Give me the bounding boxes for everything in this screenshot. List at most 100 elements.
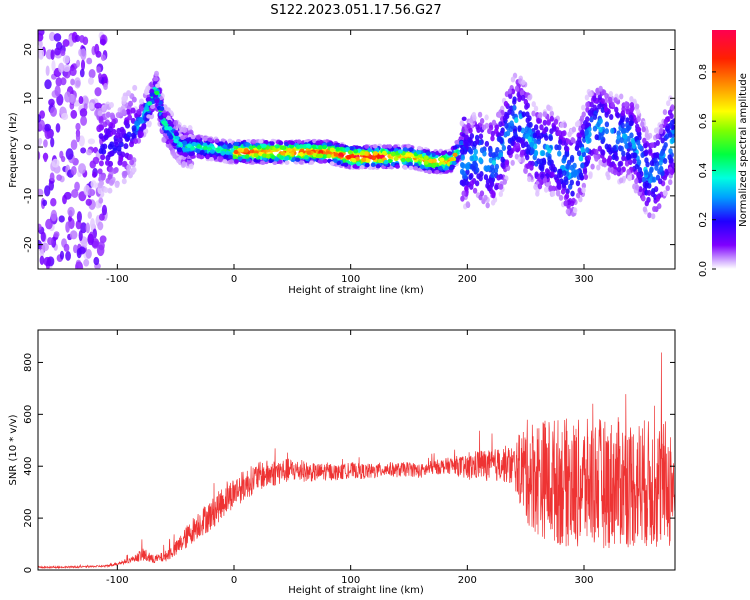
- spectrogram-cell: [517, 125, 522, 132]
- x-tick-label: 300: [574, 274, 593, 285]
- spectrogram-cell: [572, 207, 578, 214]
- spectrogram-cell: [467, 136, 472, 143]
- spectrogram-cell: [327, 142, 333, 147]
- spectrogram-cell: [132, 84, 138, 91]
- spectrogram-cell: [102, 143, 108, 150]
- spectrogram-cell: [550, 171, 555, 178]
- spectrogram-cell: [364, 162, 370, 168]
- spectrogram-cell: [237, 156, 243, 161]
- spectrogram-cell: [222, 159, 228, 164]
- spectrogram-cell: [90, 218, 95, 230]
- spectrogram-cell: [544, 134, 549, 141]
- spectrogram-cell: [182, 147, 188, 152]
- spectrogram-cell: [491, 119, 497, 126]
- spectrogram-cell: [228, 159, 234, 164]
- spectrogram-cell: [69, 67, 77, 76]
- spectrogram-cell: [284, 156, 290, 161]
- spectrogram-cell: [109, 112, 115, 119]
- spectrogram-cell: [416, 149, 422, 155]
- spectrogram-cell: [38, 114, 42, 123]
- spectrogram-cell: [580, 129, 585, 136]
- spectrogram-cell: [460, 195, 465, 202]
- spectrogram-cell: [670, 104, 675, 111]
- spectrogram-cell: [105, 111, 111, 118]
- chart-title: S122.2023.051.17.56.G27: [270, 3, 441, 18]
- spectrogram-cell: [545, 144, 550, 151]
- spectrogram-cell: [668, 148, 673, 155]
- spectrogram-cell: [587, 109, 593, 116]
- spectrogram-cell: [545, 181, 550, 188]
- spectrogram-cell: [667, 131, 673, 138]
- spectrogram-cell: [38, 151, 41, 161]
- spectrogram-cell: [662, 190, 668, 197]
- spectrogram-cell: [105, 154, 111, 161]
- spectrogram-cell: [523, 167, 528, 174]
- spectrogram-cell: [498, 183, 504, 190]
- colorbar-tick-label: 0.0: [698, 261, 709, 277]
- spectrogram-cell: [570, 137, 575, 144]
- spectrogram-cell: [100, 154, 106, 161]
- spectrogram-cell: [60, 50, 66, 57]
- spectrogram-cell: [244, 154, 250, 159]
- spectrogram-cell: [528, 121, 533, 128]
- spectrogram-cell: [97, 221, 104, 231]
- spectrogram-cell: [177, 147, 183, 153]
- spectrogram-cell: [249, 148, 255, 154]
- spectrogram-cell: [347, 150, 353, 155]
- spectrogram-cell: [634, 184, 640, 191]
- spectrogram-cell: [581, 111, 586, 118]
- spectrogram-cell: [571, 126, 577, 133]
- spectrogram-cell: [540, 173, 545, 180]
- spectrogram-cell: [71, 189, 79, 198]
- spectrogram-cell: [88, 102, 95, 110]
- spectrogram-cell: [607, 96, 613, 103]
- spectrogram-cell: [377, 158, 383, 163]
- spectrogram-cell: [162, 112, 168, 117]
- spectrogram-cell: [123, 143, 129, 150]
- spectrogram-cell: [196, 154, 202, 159]
- spectrogram-cell: [39, 255, 45, 265]
- spectrogram-cell: [93, 256, 100, 266]
- snr-y-ticks: 0 200 400 600 800: [23, 353, 675, 573]
- spectrogram-cell: [87, 138, 96, 145]
- spectrogram-cell: [608, 91, 614, 98]
- snr-frame: [37, 329, 676, 571]
- spectrogram-cell: [88, 68, 96, 79]
- spectrogram-cell: [147, 101, 153, 106]
- spectrogram-cell: [298, 160, 304, 165]
- spectrogram-cell: [578, 172, 584, 179]
- spectrogram-cell: [515, 142, 521, 149]
- spectrogram-cell: [130, 107, 136, 114]
- spectrogram-cell: [279, 145, 285, 150]
- spectrogram-cell: [177, 141, 183, 147]
- spectrogram-cell: [94, 102, 102, 109]
- spectrogram-cell: [65, 221, 70, 233]
- spectrogram-cell: [118, 156, 124, 163]
- spectrogram-cell: [318, 150, 324, 155]
- spectrogram-cell: [86, 57, 93, 65]
- spectrogram-cell: [222, 144, 228, 150]
- spectrogram-cell: [303, 154, 309, 160]
- spectrogram-cell: [527, 115, 532, 122]
- spectrogram-cell: [370, 162, 376, 167]
- spectrogram-cell: [567, 131, 572, 138]
- spectrogram-cell: [311, 144, 317, 150]
- spectrogram-cell: [131, 96, 137, 103]
- y-tick-label: -10: [23, 188, 34, 204]
- spectrogram-cell: [475, 167, 480, 174]
- spectrogram-cell: [616, 166, 622, 173]
- spectrogram-cell: [564, 151, 570, 158]
- spectrogram-cell: [557, 150, 562, 157]
- spectrogram-cell: [317, 159, 323, 164]
- spectrogram-cell: [138, 117, 144, 124]
- spectrogram-cell: [620, 110, 626, 117]
- spectrogram-cell: [318, 145, 324, 150]
- spectrogram-cell: [577, 136, 582, 143]
- spectrogram-cell: [131, 125, 137, 132]
- spectrogram-cell: [659, 150, 665, 157]
- spectrogram-cell: [248, 145, 254, 150]
- spectrogram-cell: [181, 161, 187, 168]
- spectrogram-cell: [494, 124, 500, 131]
- spectrogram-cell: [626, 125, 631, 132]
- spectrogram-cell: [49, 172, 55, 182]
